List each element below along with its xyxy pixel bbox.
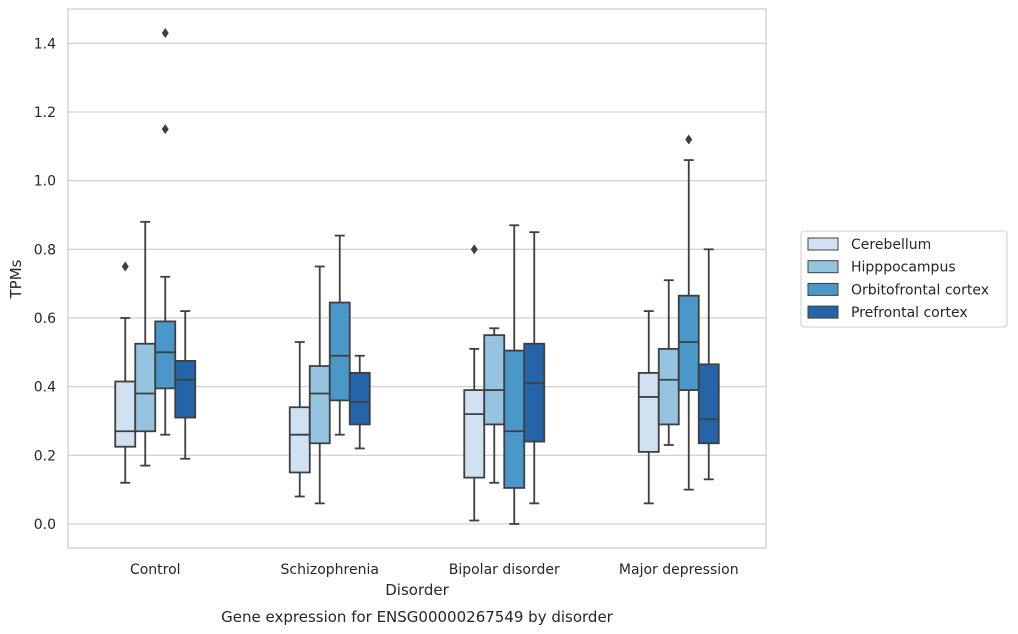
- box-cerebellum: [288, 341, 311, 498]
- box-body: [503, 349, 526, 489]
- x-axis-title: Disorder: [385, 581, 449, 599]
- y-tick-label: 1.2: [34, 105, 56, 121]
- box-hipppocampus: [657, 279, 680, 446]
- x-tick-label: Major depression: [619, 562, 739, 578]
- box-body: [154, 320, 177, 390]
- box-orbitofrontal-cortex: [677, 134, 700, 491]
- box-body: [463, 389, 486, 479]
- y-tick-labels: 0.0 0.2 0.4 0.6 0.8 1.0 1.2 1.4: [34, 36, 56, 533]
- box-prefrontal-cortex: [174, 310, 197, 460]
- legend-swatch: [807, 282, 839, 296]
- outlier-point: [161, 28, 169, 39]
- y-tick-label: 1.0: [34, 174, 56, 190]
- box-cerebellum: [463, 244, 486, 522]
- box-body: [328, 301, 351, 402]
- y-axis-title: TPMs: [7, 259, 25, 299]
- box-hipppocampus: [308, 265, 331, 505]
- legend-swatch: [807, 237, 839, 251]
- box-cerebellum: [114, 261, 137, 484]
- y-tick-label: 0.0: [34, 517, 56, 533]
- box-orbitofrontal-cortex: [503, 224, 526, 525]
- legend-label: Cerebellum: [851, 237, 931, 253]
- x-tick-labels: Control Schizophrenia Bipolar disorder Majo…: [130, 562, 739, 578]
- y-tick-label: 0.8: [34, 242, 56, 258]
- legend-frame: [800, 230, 1008, 328]
- box-body: [174, 359, 197, 419]
- grid-lines: [68, 42, 766, 525]
- box-body: [308, 365, 331, 445]
- box-body: [348, 372, 371, 426]
- box-orbitofrontal-cortex: [328, 234, 351, 436]
- outlier-point: [685, 134, 693, 145]
- box-body: [288, 406, 311, 474]
- outlier-point: [121, 261, 129, 272]
- box-body: [697, 363, 720, 445]
- legend-swatch: [807, 305, 839, 319]
- plot-area-frame: [67, 8, 767, 549]
- boxes: [114, 28, 720, 525]
- box-body: [523, 342, 546, 443]
- box-hipppocampus: [134, 220, 157, 467]
- y-tick-label: 0.2: [34, 448, 56, 464]
- box-cerebellum: [637, 310, 660, 505]
- legend-label: Hipppocampus: [851, 260, 956, 276]
- outlier-point: [161, 124, 169, 135]
- box-body: [114, 380, 137, 448]
- box-orbitofrontal-cortex: [154, 28, 177, 436]
- outlier-point: [470, 244, 478, 255]
- y-tick-label: 0.6: [34, 311, 56, 327]
- legend: Cerebellum Hipppocampus Orbitofrontal cort…: [800, 230, 1008, 328]
- legend-swatch: [807, 260, 839, 274]
- chart-caption: Gene expression for ENSG00000267549 by d…: [221, 608, 614, 626]
- box-prefrontal-cortex: [523, 231, 546, 505]
- box-hipppocampus: [483, 327, 506, 484]
- box-body: [637, 372, 660, 453]
- box-prefrontal-cortex: [348, 354, 371, 450]
- box-body: [657, 347, 680, 426]
- legend-label: Prefrontal cortex: [851, 305, 968, 321]
- x-tick-label: Bipolar disorder: [449, 562, 560, 578]
- x-tick-label: Control: [130, 562, 181, 578]
- box-body: [134, 342, 157, 433]
- x-tick-label: Schizophrenia: [281, 562, 379, 578]
- box-body: [483, 334, 506, 426]
- legend-label: Orbitofrontal cortex: [851, 282, 989, 298]
- y-tick-label: 1.4: [34, 36, 56, 52]
- box-prefrontal-cortex: [697, 248, 720, 481]
- y-tick-label: 0.4: [34, 380, 56, 396]
